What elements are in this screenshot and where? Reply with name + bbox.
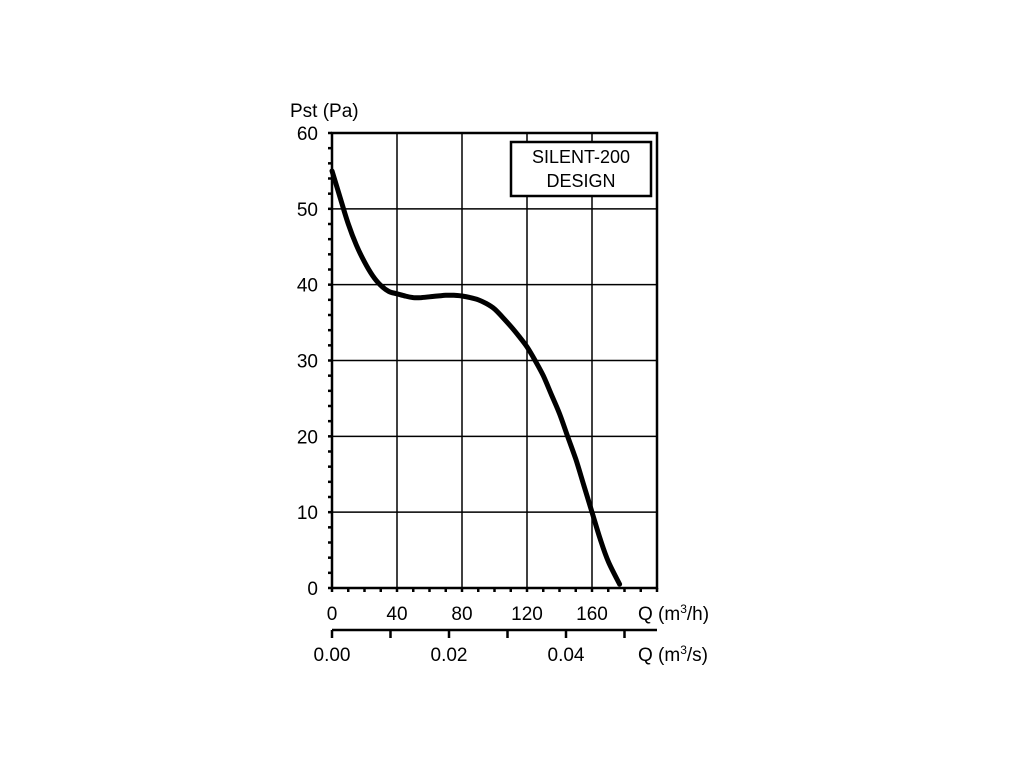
x-axis-label: Q (m3/h)	[638, 602, 709, 625]
x-tick-label: 160	[576, 604, 608, 625]
legend-box-frame	[509, 140, 653, 198]
secondary-x-axis-label: Q (m3/s)	[638, 643, 708, 666]
y-tick-label: 30	[297, 352, 318, 373]
x2-tick-label: 0.04	[548, 645, 585, 666]
x-tick-label: 120	[511, 604, 543, 625]
minor-ticks	[328, 131, 659, 592]
x2-tick-label: 0.00	[314, 645, 351, 666]
y-tick-labels: 0 10 20 30 40 50 60	[297, 124, 318, 600]
pressure-curve-line	[329, 168, 623, 587]
y-axis-label: Pst (Pa)	[290, 101, 359, 122]
legend-line-2: DESIGN	[546, 171, 615, 191]
y-tick-label: 50	[297, 200, 318, 221]
x2-tick-label: 0.02	[431, 645, 468, 666]
y-tick-label: 40	[297, 276, 318, 297]
grid-lines	[332, 133, 657, 588]
secondary-x-ticks	[330, 630, 626, 638]
x-tick-labels: 0 40 80 120 160	[327, 604, 608, 625]
y-tick-label: 0	[307, 579, 318, 600]
y-tick-label: 20	[297, 427, 318, 448]
x-tick-label: 80	[451, 604, 472, 625]
legend-line-1: SILENT-200	[532, 147, 630, 167]
y-tick-label: 60	[297, 124, 318, 145]
y-tick-label: 10	[297, 503, 318, 524]
plot-frame	[330, 131, 659, 590]
secondary-x-tick-labels: 0.00 0.02 0.04	[314, 645, 585, 666]
x-tick-label: 0	[327, 604, 338, 625]
x-tick-label: 40	[386, 604, 407, 625]
legend-box: SILENT-200 DESIGN	[509, 140, 653, 198]
